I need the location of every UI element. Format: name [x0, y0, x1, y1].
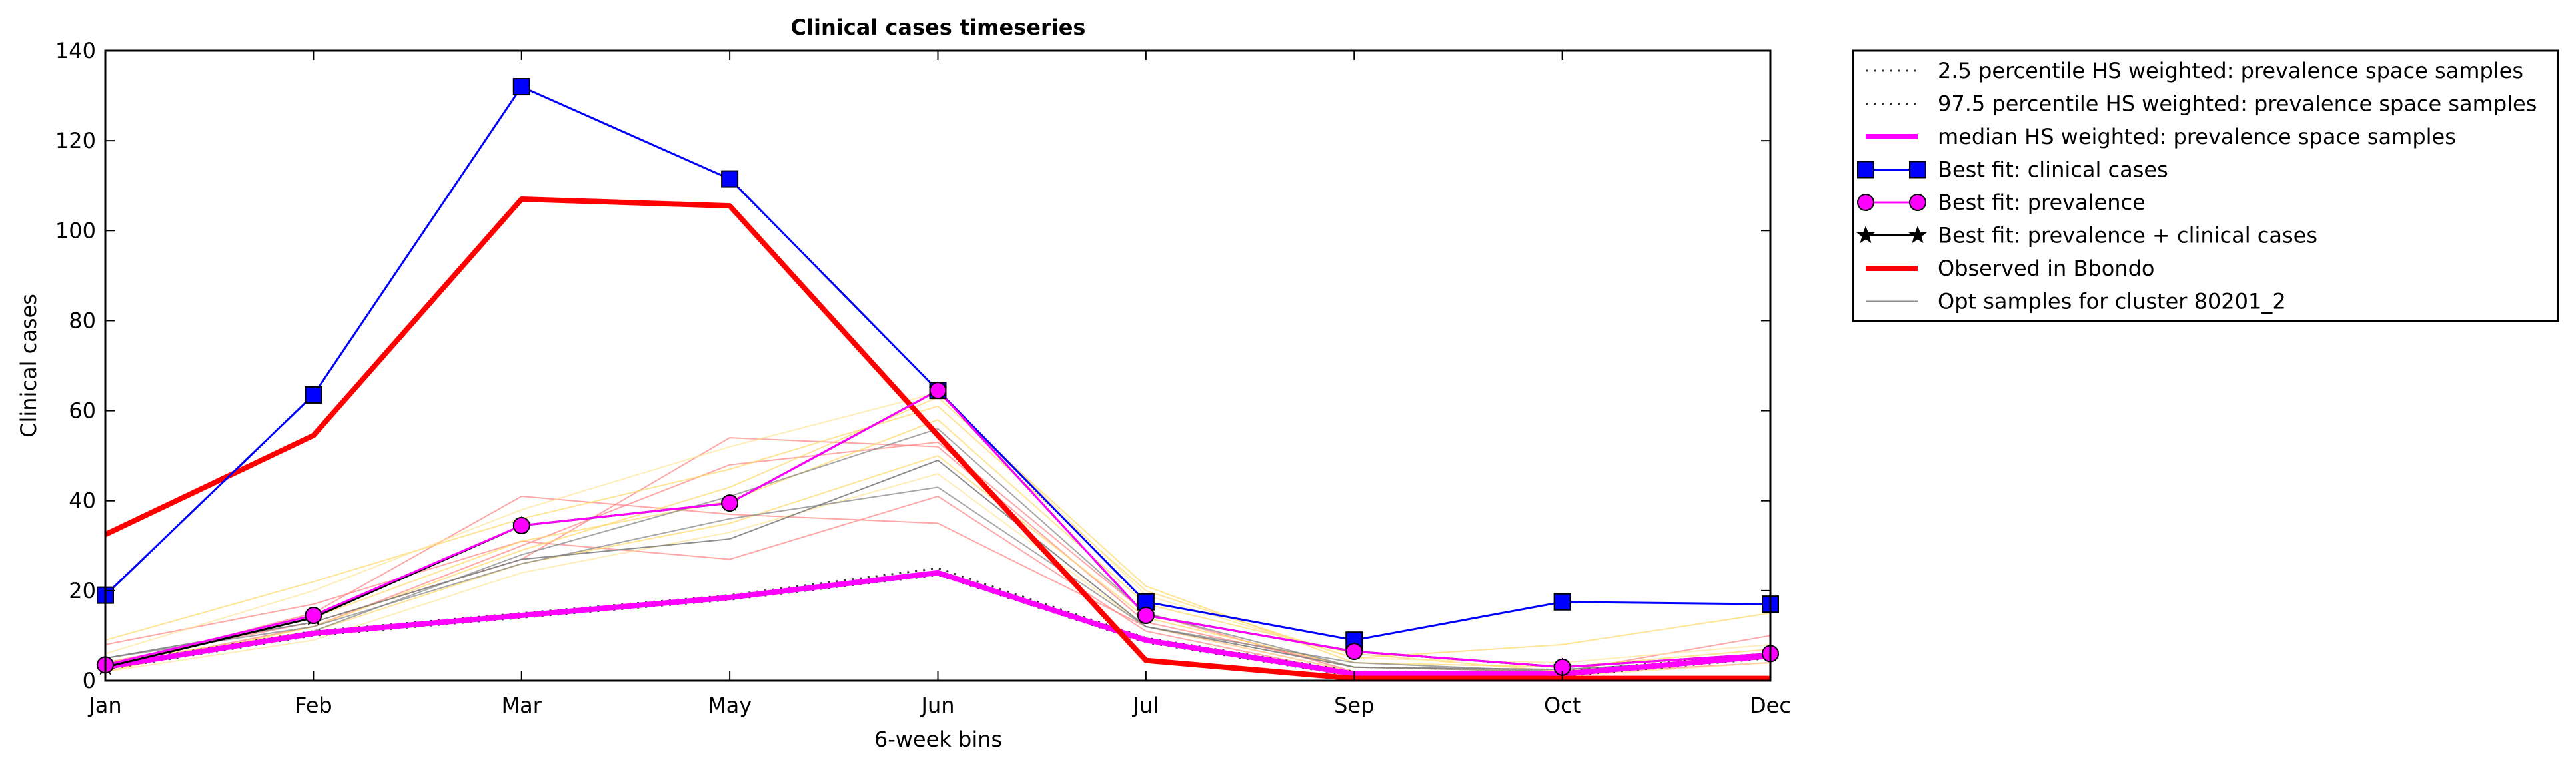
legend-label: 97.5 percentile HS weighted: prevalence … — [1938, 91, 2537, 117]
x-tick-label: Jun — [920, 693, 955, 718]
data-point — [929, 382, 947, 400]
data-point — [721, 494, 739, 512]
plot-frame — [104, 49, 1772, 682]
legend-label: Best fit: clinical cases — [1938, 157, 2168, 183]
legend-entry: Best fit: prevalence — [1857, 190, 2146, 215]
legend-label: median HS weighted: prevalence space sam… — [1938, 124, 2456, 149]
x-tick-label: Oct — [1544, 693, 1581, 718]
y-tick-label: 40 — [69, 488, 96, 514]
legend-entry: median HS weighted: prevalence space sam… — [1866, 124, 2456, 149]
y-tick-label: 0 — [83, 668, 96, 693]
series-line — [104, 85, 1771, 641]
sample-line — [105, 428, 1771, 673]
legend-entry: Observed in Bbondo — [1866, 256, 2154, 281]
data-point — [1137, 607, 1155, 625]
series-line — [105, 459, 1771, 671]
x-tick-label: Dec — [1750, 693, 1791, 718]
y-axis-title: Clinical cases — [16, 294, 41, 438]
series-line — [105, 570, 1771, 677]
data-point — [305, 386, 322, 404]
legend-marker — [1909, 161, 1926, 179]
sample-line — [105, 405, 1771, 659]
legend-entry: Opt samples for cluster 80201_2 — [1866, 289, 2286, 314]
x-tick-label: Sep — [1334, 693, 1374, 718]
axis-layer: 0 20 40 60 80 100 120 140 Jan Feb Mar May Jun Jul Sep O… — [55, 38, 1791, 718]
y-tick-label: 120 — [55, 128, 96, 153]
y-tick-label: 140 — [55, 38, 96, 63]
data-point — [305, 607, 322, 625]
x-tick-label: Feb — [295, 693, 332, 718]
y-tick-label: 20 — [69, 578, 96, 603]
legend-marker — [1908, 226, 1927, 244]
x-tick-label: May — [708, 693, 752, 718]
sample-line — [105, 437, 1771, 673]
legend: 2.5 percentile HS weighted: prevalence s… — [1852, 49, 2559, 322]
legend-label: Observed in Bbondo — [1938, 256, 2154, 281]
y-tick-label: 100 — [55, 218, 96, 243]
legend-label: Opt samples for cluster 80201_2 — [1938, 289, 2286, 314]
data-point — [1553, 593, 1571, 611]
legend-entry: 2.5 percentile HS weighted: prevalence s… — [1866, 58, 2523, 83]
x-tick-label: Mar — [502, 693, 542, 718]
series-layer — [96, 78, 1780, 681]
sample-line — [105, 486, 1771, 673]
data-point — [1345, 643, 1363, 661]
sample-line — [105, 441, 1771, 677]
y-tick-label: 80 — [69, 308, 96, 333]
sample-line — [105, 418, 1771, 673]
legend-label: Best fit: prevalence + clinical cases — [1938, 223, 2317, 248]
x-axis-title: 6-week bins — [874, 727, 1002, 752]
sample-line — [105, 454, 1771, 673]
legend-marker — [1857, 194, 1874, 211]
legend-marker — [1909, 194, 1926, 211]
series-line — [105, 567, 1771, 673]
y-tick-label: 60 — [69, 398, 96, 424]
data-point — [512, 78, 530, 96]
data-point — [721, 170, 739, 188]
legend-label: Best fit: prevalence — [1938, 190, 2146, 215]
chart-title: Clinical cases timeseries — [791, 15, 1086, 40]
legend-marker — [1857, 161, 1874, 179]
legend-marker — [1856, 226, 1875, 244]
legend-label: 2.5 percentile HS weighted: prevalence s… — [1938, 58, 2523, 83]
series-line — [104, 196, 1770, 681]
legend-entry: Best fit: prevalence + clinical cases — [1856, 223, 2317, 248]
data-point — [512, 516, 530, 534]
x-tick-label: Jul — [1132, 693, 1159, 718]
legend-box — [1852, 49, 2559, 322]
x-tick-label: Jan — [87, 693, 121, 718]
legend-entry: Best fit: clinical cases — [1857, 157, 2168, 183]
legend-entry: 97.5 percentile HS weighted: prevalence … — [1866, 91, 2537, 117]
